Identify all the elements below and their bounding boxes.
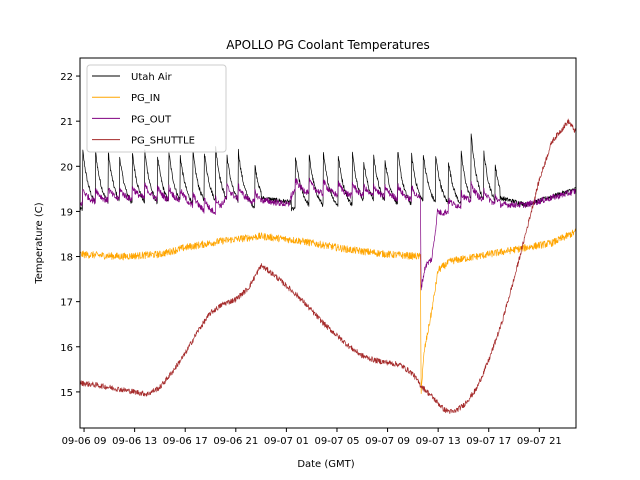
y-tick-label: 22: [60, 72, 73, 83]
x-tick-label: 09-06 17: [163, 436, 208, 447]
legend: Utah Air PG_IN PG_OUT PG_SHUTTLE: [86, 64, 227, 153]
y-tick-label: 21: [60, 117, 73, 128]
y-axis: 15 16 17 18 19 20 21 22: [60, 72, 80, 399]
series-line-pg-out: [80, 177, 576, 291]
y-tick-label: 19: [60, 207, 73, 218]
x-tick-label: 09-07 05: [314, 436, 359, 447]
x-tick-label: 09-07 01: [264, 436, 309, 447]
y-axis-label: Temperature (C): [34, 202, 45, 284]
x-axis-label: Date (GMT): [297, 459, 354, 470]
x-axis: 09-06 09 09-06 13 09-06 17 09-06 21 09-07 01…: [62, 428, 562, 447]
y-tick-label: 17: [60, 298, 73, 309]
y-tick-label: 15: [60, 388, 73, 399]
legend-label: PG_IN: [131, 93, 160, 104]
chart-title: APOLLO PG Coolant Temperatures: [226, 38, 430, 52]
x-tick-label: 09-07 13: [416, 436, 461, 447]
y-tick-label: 16: [60, 343, 73, 354]
x-tick-label: 09-07 21: [517, 436, 562, 447]
x-tick-label: 09-07 09: [365, 436, 410, 447]
series-line-pg-in: [80, 228, 576, 394]
legend-label: PG_SHUTTLE: [131, 136, 195, 147]
legend-label: Utah Air: [131, 72, 173, 83]
x-tick-label: 09-06 09: [62, 436, 107, 447]
series-layer: [80, 118, 576, 414]
legend-box: [86, 64, 227, 153]
series-line-utah-air: [80, 133, 576, 212]
x-tick-label: 09-06 21: [213, 436, 258, 447]
series-line-pg-shuttle: [80, 118, 576, 414]
y-tick-label: 18: [60, 253, 73, 264]
y-tick-label: 20: [60, 162, 73, 173]
axes-frame: [79, 57, 577, 429]
x-tick-label: 09-07 17: [466, 436, 511, 447]
legend-label: PG_OUT: [131, 114, 172, 125]
x-tick-label: 09-06 13: [112, 436, 157, 447]
